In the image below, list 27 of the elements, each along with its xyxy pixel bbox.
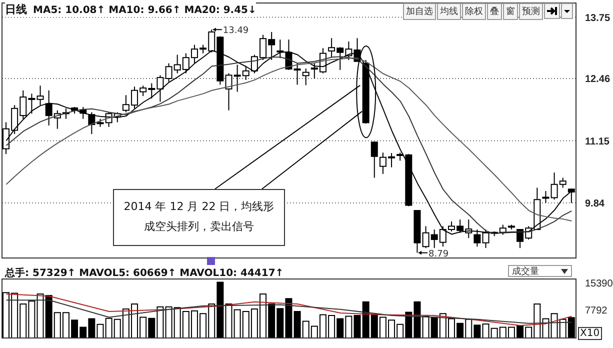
chart-title: 总手: 57329↑ MAVOL5: 60669↑ MAVOL10: 44417↑ [5, 266, 284, 280]
annotation: 8.79 [428, 249, 449, 260]
line-series [6, 300, 572, 324]
annotation: 除权 [462, 3, 486, 20]
candlestick [302, 68, 310, 86]
annotation: 窗 [503, 3, 518, 20]
chart-title: 日线 [5, 3, 27, 16]
candlestick [294, 62, 301, 86]
candlestick [370, 141, 378, 178]
y-tick-label: 15390 [585, 278, 613, 290]
chart-subtitle: MA5: 10.08↑ MA10: 9.66↑ MA20: 9.45↓ [33, 5, 256, 16]
annotation: 均线 [437, 3, 461, 20]
text: X10 [578, 327, 602, 340]
candlestick [542, 190, 550, 204]
annotation: 13.49 [222, 26, 249, 36]
line-series [6, 294, 572, 326]
y-tick-label: 7792 [585, 306, 608, 317]
annotation: 叠 [487, 3, 502, 20]
y-tick-label: 9.84 [585, 198, 605, 210]
y-tick-label: 11.15 [585, 136, 610, 148]
y-tick-label: 12.46 [585, 74, 610, 86]
candlestick [36, 85, 44, 106]
text: 成交量 [512, 266, 539, 278]
annotation: 预测 [519, 3, 543, 20]
annotation: 2014 年 12 月 22 日，均线形成空头排列，卖出信号 [113, 189, 285, 246]
annotation: 加自选 [403, 3, 436, 20]
y-tick-label: 13.75 [585, 12, 610, 24]
